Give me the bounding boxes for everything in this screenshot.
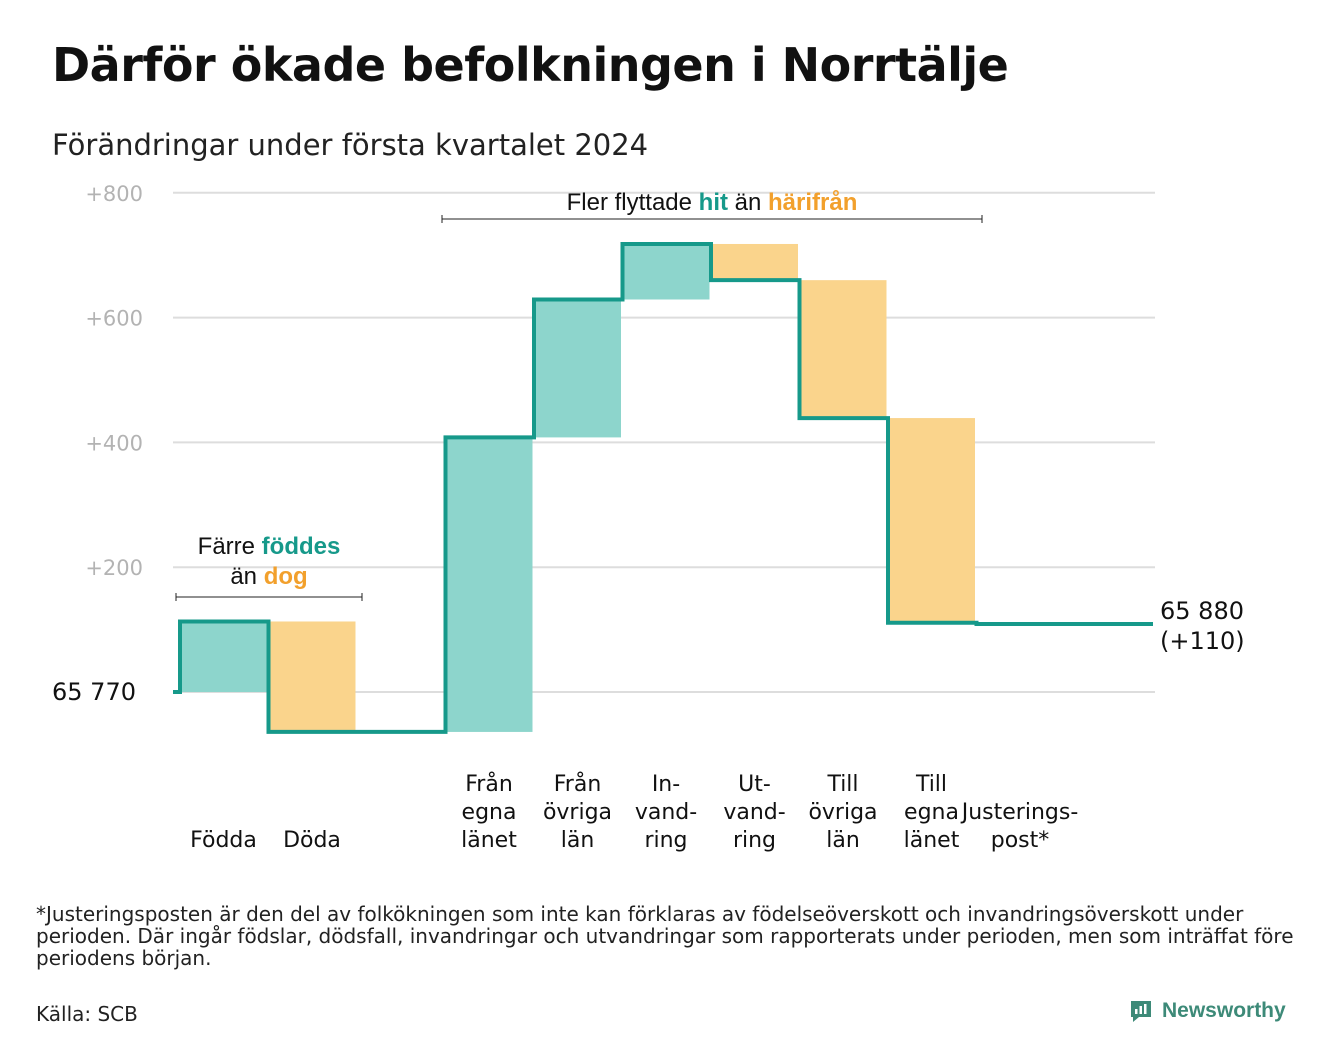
- annotation-fragment: hit: [699, 189, 728, 216]
- category-label: län: [561, 828, 595, 853]
- category-label: Födda: [190, 828, 257, 853]
- y-tick-label: +600: [85, 307, 143, 331]
- category-label: övriga: [543, 800, 612, 825]
- source-label: Källa: SCB: [36, 1002, 138, 1026]
- category-label: Till: [826, 772, 858, 797]
- category-label: egna: [462, 800, 517, 825]
- category-label: vand-: [635, 800, 697, 825]
- waterfall-bar: [445, 437, 533, 732]
- category-label: Till: [915, 772, 947, 797]
- waterfall-bar: [268, 621, 356, 732]
- category-label: övriga: [808, 800, 877, 825]
- waterfall-bar: [534, 299, 621, 438]
- waterfall-bar: [711, 243, 798, 281]
- category-label: ring: [644, 828, 687, 853]
- brand-name: Newsworthy: [1162, 999, 1286, 1022]
- annotation-fragment: dog: [264, 563, 308, 590]
- chart-subtitle: Förändringar under första kvartalet 2024: [52, 128, 649, 162]
- category-label: län: [826, 828, 860, 853]
- migration-annotation: Fler flyttade hit än härifrån: [567, 189, 858, 216]
- newsworthy-logo-icon: [1131, 1001, 1151, 1022]
- annotation-fragment: Fler flyttade: [567, 189, 699, 216]
- end-change-label: (+110): [1160, 627, 1245, 655]
- category-label: Justerings-: [960, 800, 1079, 825]
- annotation-fragment: än: [728, 189, 768, 216]
- y-tick-label: +400: [85, 431, 143, 455]
- category-label: post*: [991, 828, 1050, 853]
- category-label: vand-: [723, 800, 785, 825]
- y-tick-label: +200: [85, 556, 143, 580]
- births-annotation-line2: än dog: [230, 563, 307, 590]
- waterfall-bar: [622, 243, 710, 300]
- waterfall-bar: [799, 280, 887, 419]
- category-label: länet: [904, 828, 960, 853]
- footnote: *Justeringsposten är den del av folkökni…: [36, 902, 1294, 970]
- annotation-fragment: Färre: [198, 533, 262, 560]
- births-annotation: Färre föddes: [198, 533, 341, 560]
- category-label: In-: [652, 772, 680, 797]
- annotation-fragment: härifrån: [768, 189, 857, 216]
- newsworthy-logo[interactable]: Newsworthy: [1128, 998, 1286, 1024]
- start-value-label: 65 770: [52, 678, 136, 706]
- waterfall-chart: +800 +600 +400 +200 65 770 65 880(+110) Födda D…: [52, 182, 1245, 853]
- category-label: Döda: [283, 828, 341, 853]
- category-label: länet: [461, 828, 517, 853]
- annotation-fragment: än: [230, 563, 263, 590]
- annotation-fragment: föddes: [262, 533, 341, 560]
- category-label: Från: [554, 771, 602, 797]
- waterfall-bar: [888, 418, 975, 623]
- category-label: egna: [904, 800, 959, 825]
- y-tick-label: +800: [85, 182, 143, 206]
- cumulative-line: [173, 241, 1153, 734]
- chart-title: Därför ökade befolkningen i Norrtälje: [52, 38, 1009, 92]
- category-label: ring: [733, 828, 776, 853]
- waterfall-bar: [180, 621, 267, 692]
- end-value-label: 65 880: [1160, 597, 1244, 625]
- category-label: Från: [465, 771, 513, 797]
- category-label: Ut-: [738, 772, 771, 797]
